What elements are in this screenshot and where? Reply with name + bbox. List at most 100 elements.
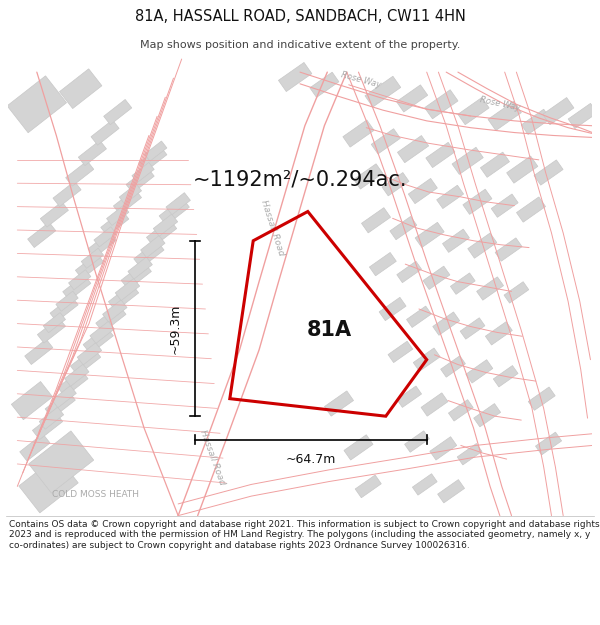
Bar	[76, 254, 104, 279]
Text: ~1192m²/~0.294ac.: ~1192m²/~0.294ac.	[193, 169, 407, 189]
Bar	[488, 101, 521, 131]
Bar	[397, 85, 428, 112]
Bar	[63, 275, 91, 300]
Bar	[50, 296, 78, 322]
Bar	[495, 238, 522, 261]
Text: Hassall Road: Hassall Road	[198, 428, 226, 486]
Bar	[408, 178, 437, 204]
Bar	[504, 282, 529, 303]
Bar	[421, 393, 448, 416]
Text: Map shows position and indicative extent of the property.: Map shows position and indicative extent…	[140, 40, 460, 50]
Bar	[40, 202, 68, 227]
Bar	[59, 69, 102, 109]
Bar	[423, 266, 450, 289]
Text: ~59.3m: ~59.3m	[169, 303, 182, 354]
Bar	[56, 291, 78, 311]
Bar	[371, 129, 400, 154]
Bar	[278, 62, 312, 91]
Bar	[310, 72, 339, 98]
Bar	[107, 206, 129, 226]
Bar	[433, 312, 460, 335]
Bar	[473, 404, 500, 427]
Bar	[528, 387, 555, 411]
Bar	[468, 233, 497, 258]
Bar	[90, 321, 115, 343]
Bar	[166, 192, 190, 215]
Bar	[96, 305, 126, 332]
Bar	[77, 342, 101, 365]
Bar	[88, 232, 116, 258]
Bar	[491, 194, 518, 218]
Bar	[437, 185, 464, 209]
Bar	[390, 216, 417, 240]
Bar	[19, 456, 78, 513]
Bar	[481, 152, 509, 178]
Bar	[407, 306, 431, 328]
Bar	[361, 208, 391, 233]
Bar	[448, 399, 473, 421]
Bar	[460, 318, 485, 339]
Text: 81A: 81A	[307, 321, 352, 341]
Text: COLD MOSS HEATH: COLD MOSS HEATH	[52, 489, 139, 499]
Bar	[458, 98, 489, 124]
Bar	[43, 312, 65, 332]
Bar	[68, 269, 91, 290]
Text: 81A, HASSALL ROAD, SANDBACH, CW11 4HN: 81A, HASSALL ROAD, SANDBACH, CW11 4HN	[134, 9, 466, 24]
Bar	[451, 273, 475, 294]
Bar	[119, 184, 142, 204]
Bar	[493, 366, 518, 387]
Bar	[443, 229, 469, 253]
Bar	[413, 348, 440, 371]
Bar	[65, 364, 89, 386]
Bar	[463, 189, 492, 214]
Bar	[476, 277, 503, 300]
Bar	[159, 198, 190, 225]
Bar	[132, 162, 154, 182]
Bar	[140, 236, 165, 258]
Bar	[388, 341, 413, 362]
Bar	[344, 435, 373, 460]
Text: ~64.7m: ~64.7m	[286, 452, 336, 466]
Bar	[20, 434, 50, 461]
Bar	[83, 327, 113, 354]
Bar	[397, 136, 428, 162]
Bar	[506, 156, 538, 183]
Bar	[397, 261, 422, 282]
Bar	[466, 360, 493, 383]
Bar	[103, 300, 127, 322]
Bar	[113, 189, 142, 214]
Bar	[426, 142, 455, 168]
Bar	[128, 257, 152, 279]
Bar	[91, 120, 119, 145]
Bar	[28, 222, 56, 248]
Bar	[412, 474, 437, 495]
Bar	[134, 241, 164, 268]
Bar	[536, 432, 562, 455]
Bar	[58, 369, 88, 397]
Bar	[355, 475, 381, 498]
Bar	[81, 248, 104, 268]
Bar	[343, 120, 374, 147]
Bar	[52, 386, 76, 408]
Bar	[397, 386, 422, 408]
Bar	[79, 141, 106, 166]
Bar	[45, 391, 76, 418]
Bar	[65, 161, 94, 186]
Bar	[370, 253, 397, 276]
Bar	[39, 407, 64, 429]
Bar	[542, 98, 574, 124]
Bar	[457, 444, 482, 465]
Bar	[521, 109, 550, 134]
Bar	[153, 214, 178, 236]
Bar	[53, 181, 81, 207]
Bar	[365, 76, 401, 107]
Bar	[11, 381, 53, 420]
Bar	[126, 168, 154, 193]
Bar	[37, 318, 65, 343]
Bar	[425, 90, 458, 119]
Bar	[109, 284, 139, 311]
Bar	[517, 197, 545, 222]
Bar	[430, 437, 457, 460]
Bar	[139, 146, 167, 171]
Bar	[568, 103, 597, 129]
